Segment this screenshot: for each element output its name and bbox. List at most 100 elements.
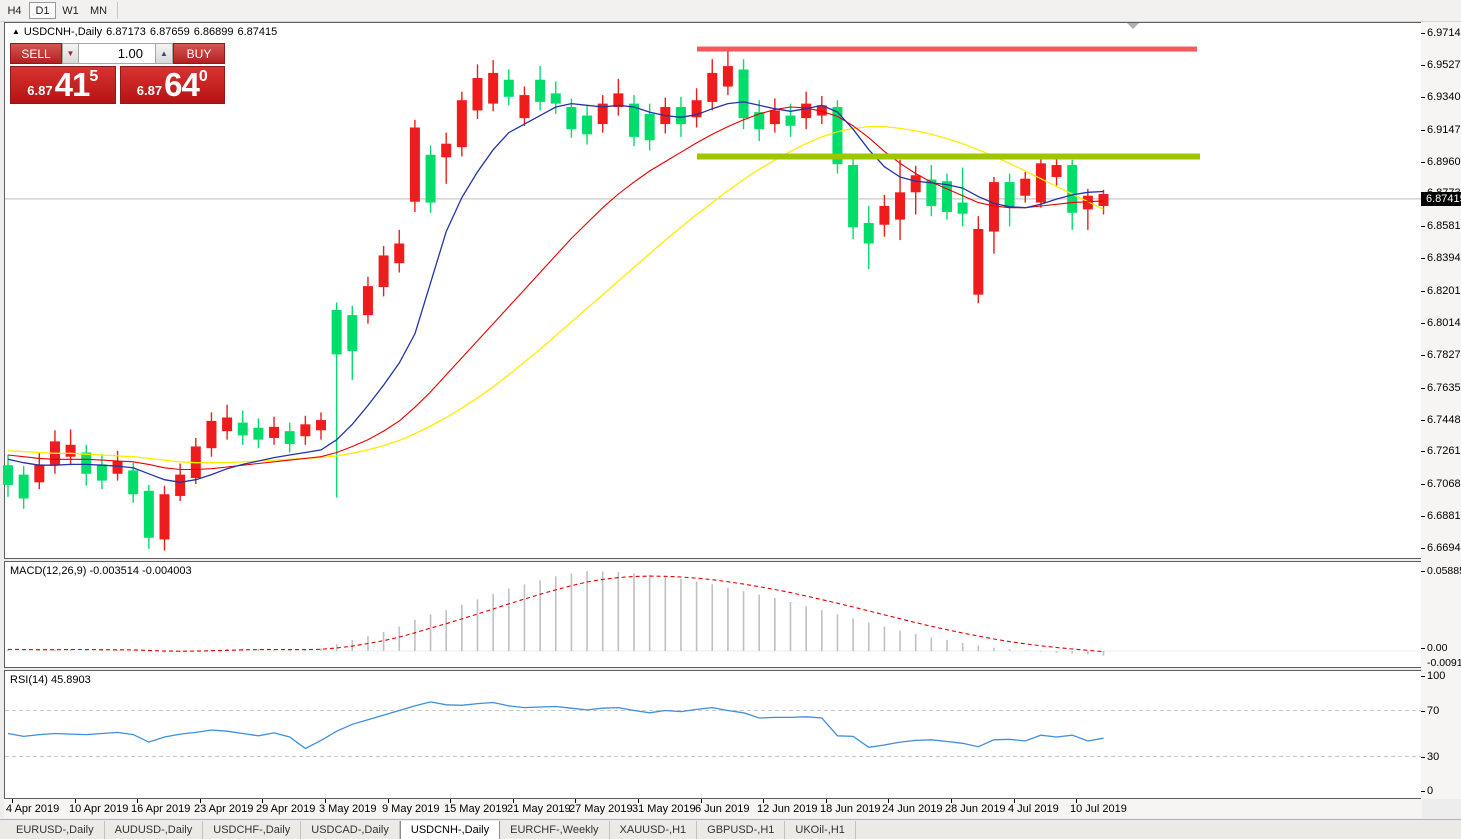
date-tick xyxy=(701,799,702,803)
price-axis-label: 6.76350 xyxy=(1427,382,1461,394)
axis-tick xyxy=(1421,258,1425,259)
ohlc-high: 6.87659 xyxy=(149,26,190,38)
axis-tick xyxy=(1421,355,1425,356)
rsi-label: RSI(14) 45.8903 xyxy=(10,674,91,686)
macd-label: MACD(12,26,9) -0.003514 -0.004003 xyxy=(10,565,192,577)
date-axis-label: 9 May 2019 xyxy=(382,803,440,815)
axis-tick xyxy=(1421,484,1425,485)
axis-tick xyxy=(1421,226,1425,227)
chart-tab-eurchf-weekly[interactable]: EURCHF-,Weekly xyxy=(500,821,610,839)
rsi-panel xyxy=(4,670,1422,799)
price-axis-label: 6.72610 xyxy=(1427,445,1461,457)
chart-tab-xauusd-h1[interactable]: XAUUSD-,H1 xyxy=(610,821,698,839)
price-axis-label: 6.74480 xyxy=(1427,414,1461,426)
date-axis: 4 Apr 2019 10 Apr 2019 16 Apr 2019 23 Apr 2… xyxy=(4,799,1422,818)
chart-tab-usdcnh-daily[interactable]: USDCNH-,Daily xyxy=(399,821,501,839)
rsi-axis-label: 30 xyxy=(1427,751,1440,763)
price-axis-label: 6.85810 xyxy=(1427,220,1461,232)
date-axis-label: 31 May 2019 xyxy=(632,803,696,815)
date-tick xyxy=(137,799,138,803)
chart-tab-audusd-daily[interactable]: AUDUSD-,Daily xyxy=(105,821,204,839)
date-tick xyxy=(638,799,639,803)
date-tick xyxy=(888,799,889,803)
macd-axis-current-label: -0.009116 xyxy=(1427,657,1461,669)
date-tick xyxy=(450,799,451,803)
axis-tick xyxy=(1421,791,1425,792)
volume-increase-icon[interactable]: ▲ xyxy=(156,43,173,64)
timeframe-button-w1[interactable]: W1 xyxy=(62,5,79,17)
chart-tab-bar: EURUSD-,Daily AUDUSD-,Daily USDCHF-,Daily U… xyxy=(0,819,1461,839)
axis-tick xyxy=(1421,130,1425,131)
date-axis-label: 3 May 2019 xyxy=(319,803,377,815)
date-tick xyxy=(1076,799,1077,803)
buy-button[interactable]: BUY xyxy=(173,43,225,64)
date-tick xyxy=(826,799,827,803)
date-tick xyxy=(951,799,952,803)
axis-tick xyxy=(1421,648,1425,649)
sell-button[interactable]: SELL xyxy=(10,43,62,64)
date-axis-label: 10 Apr 2019 xyxy=(69,803,129,815)
date-axis-label: 28 Jun 2019 xyxy=(945,803,1006,815)
date-axis-label: 23 Apr 2019 xyxy=(194,803,254,815)
chart-tab-eurusd-daily[interactable]: EURUSD-,Daily xyxy=(6,821,105,839)
date-axis-label: 29 Apr 2019 xyxy=(256,803,316,815)
ohlc-low: 6.86899 xyxy=(193,26,234,38)
timeframe-button-mn[interactable]: MN xyxy=(89,5,108,17)
timeframe-button-d1[interactable]: D1 xyxy=(29,2,56,19)
axis-tick xyxy=(1421,711,1425,712)
timeframe-toolbar: H4 D1 W1 MN xyxy=(0,0,1461,22)
date-axis-label: 4 Apr 2019 xyxy=(6,803,60,815)
date-tick xyxy=(388,799,389,803)
sell-price-panel[interactable]: 6.87 41 5 xyxy=(10,66,116,104)
rsi-axis-label: 100 xyxy=(1427,670,1446,682)
volume-decrease-icon[interactable]: ▼ xyxy=(62,43,79,64)
chart-tab-gbpusd-h1[interactable]: GBPUSD-,H1 xyxy=(697,821,786,839)
chart-tab-ukoil-h1[interactable]: UKOil-,H1 xyxy=(785,821,856,839)
date-tick xyxy=(262,799,263,803)
axis-tick xyxy=(1421,388,1425,389)
date-tick xyxy=(75,799,76,803)
sell-price-main: 41 xyxy=(54,66,91,103)
date-axis-label: 18 Jun 2019 xyxy=(820,803,881,815)
volume-input[interactable] xyxy=(79,43,156,64)
sell-price-pip: 5 xyxy=(89,68,99,85)
price-axis-label: 6.68815 xyxy=(1427,510,1461,522)
date-tick xyxy=(763,799,764,803)
ohlc-close: 6.87415 xyxy=(237,26,278,38)
timeframe-button-h4[interactable]: H4 xyxy=(7,5,22,17)
axis-tick xyxy=(1421,33,1425,34)
axis-tick xyxy=(1421,757,1425,758)
price-axis-label: 6.70685 xyxy=(1427,478,1461,490)
chart-symbol: USDCNH-,Daily xyxy=(23,26,103,38)
one-click-trade-widget: SELL ▼ ▲ BUY 6.87 41 5 6.87 64 0 xyxy=(10,43,225,104)
date-axis-label: 12 Jun 2019 xyxy=(757,803,818,815)
buy-price-panel[interactable]: 6.87 64 0 xyxy=(119,66,225,104)
chart-tab-usdcad-daily[interactable]: USDCAD-,Daily xyxy=(301,821,400,839)
price-axis: 6.971406.952706.934006.914756.896056.877… xyxy=(1421,22,1461,799)
price-axis-label: 6.80145 xyxy=(1427,317,1461,329)
symbol-triangle-icon: ▲ xyxy=(12,27,20,36)
axis-tick xyxy=(1421,291,1425,292)
axis-tick xyxy=(1421,516,1425,517)
macd-panel xyxy=(4,561,1422,668)
ohlc-open: 6.87173 xyxy=(106,26,146,38)
rsi-axis-label: 0 xyxy=(1427,785,1434,797)
price-axis-label: 6.82015 xyxy=(1427,285,1461,297)
axis-tick xyxy=(1421,65,1425,66)
axis-tick xyxy=(1421,676,1425,677)
price-axis-label: 6.95270 xyxy=(1427,59,1461,71)
date-tick xyxy=(325,799,326,803)
date-axis-label: 24 Jun 2019 xyxy=(882,803,943,815)
date-tick xyxy=(513,799,514,803)
date-axis-label: 10 Jul 2019 xyxy=(1070,803,1127,815)
chart-tab-usdchf-daily[interactable]: USDCHF-,Daily xyxy=(203,821,302,839)
price-axis-label: 6.91475 xyxy=(1427,124,1461,136)
price-axis-label: 6.78275 xyxy=(1427,349,1461,361)
axis-tick xyxy=(1421,323,1425,324)
date-axis-label: 6 Jun 2019 xyxy=(695,803,750,815)
date-axis-label: 15 May 2019 xyxy=(444,803,508,815)
date-tick xyxy=(200,799,201,803)
axis-tick xyxy=(1421,162,1425,163)
date-axis-label: 27 May 2019 xyxy=(569,803,633,815)
